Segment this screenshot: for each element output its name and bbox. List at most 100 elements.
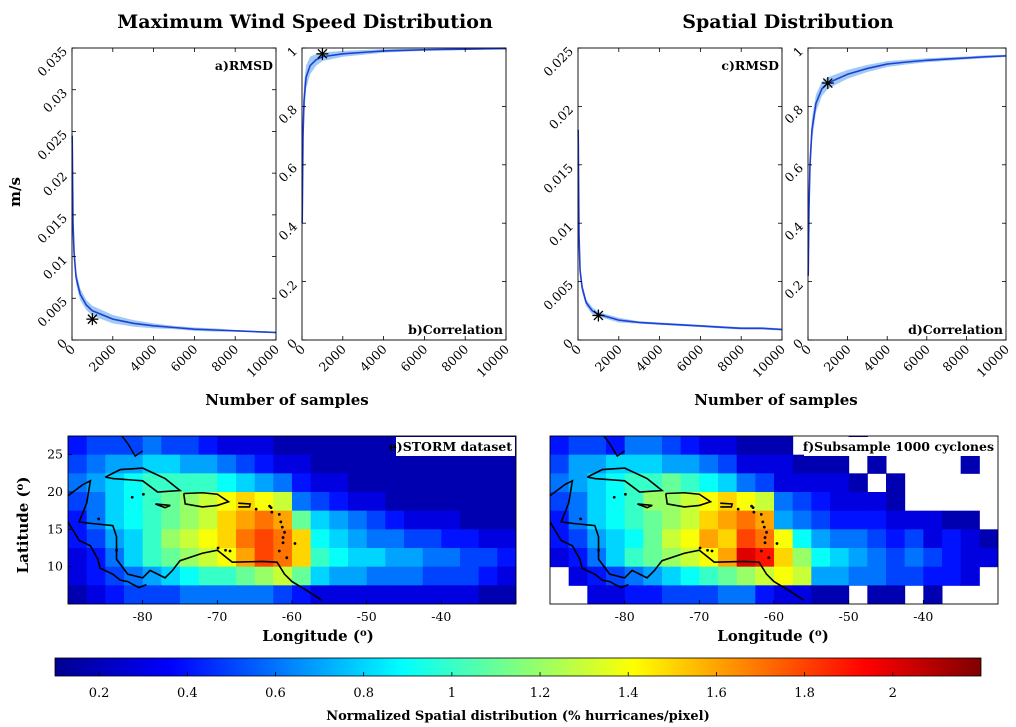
heat-cell bbox=[366, 473, 386, 493]
heat-cell bbox=[568, 436, 588, 456]
heat-cell bbox=[460, 510, 480, 530]
heat-cell bbox=[404, 566, 424, 586]
heat-cell bbox=[643, 566, 663, 586]
heat-cell bbox=[180, 510, 200, 530]
heat-cell bbox=[848, 510, 868, 530]
heat-cell bbox=[736, 436, 756, 437]
map-f: -80 -70 -60 -50 -40 f)Subsample 1000 cyclones bbox=[549, 435, 999, 624]
heat-cell bbox=[180, 436, 200, 456]
heat-cell bbox=[105, 436, 125, 456]
heat-cell bbox=[699, 436, 719, 456]
x-tick-label: -70 bbox=[207, 609, 227, 624]
heat-cell bbox=[942, 510, 962, 530]
heat-cell bbox=[180, 566, 200, 586]
heat-cell bbox=[755, 585, 775, 604]
heat-cell bbox=[422, 510, 442, 530]
heat-cell bbox=[497, 510, 516, 530]
heat-cell bbox=[441, 585, 461, 604]
heat-cell bbox=[680, 492, 700, 512]
heat-cell bbox=[736, 548, 756, 568]
heat-cell bbox=[198, 529, 218, 549]
heat-cell bbox=[310, 510, 330, 530]
heat-cell bbox=[385, 548, 405, 568]
heat-cell bbox=[587, 492, 607, 512]
heat-cell bbox=[422, 585, 442, 604]
heat-cell bbox=[755, 454, 775, 474]
heat-cell bbox=[736, 436, 756, 456]
heat-cell bbox=[310, 566, 330, 586]
heat-cell bbox=[886, 529, 906, 549]
island-dot bbox=[285, 556, 289, 560]
y-tick-label: 10 bbox=[47, 559, 63, 574]
heat-cell bbox=[366, 436, 386, 456]
heat-cell bbox=[774, 566, 794, 586]
heat-cell bbox=[497, 454, 516, 474]
heat-cell bbox=[180, 585, 200, 604]
heat-cell bbox=[699, 585, 719, 604]
heat-cell bbox=[273, 548, 293, 568]
heat-cell bbox=[923, 510, 943, 530]
heat-cell bbox=[718, 548, 738, 568]
heat-cell bbox=[236, 436, 256, 437]
colorbar-tick-label: 1.4 bbox=[618, 686, 639, 701]
heat-cell bbox=[811, 454, 831, 474]
heat-cell bbox=[124, 548, 144, 568]
heat-cell bbox=[86, 436, 106, 437]
heat-cell bbox=[606, 454, 626, 474]
x-tick-label: -60 bbox=[764, 609, 784, 624]
heat-cell bbox=[643, 436, 663, 437]
heat-cell bbox=[404, 492, 424, 512]
y-tick-label: 20 bbox=[47, 484, 63, 499]
heat-cell bbox=[366, 492, 386, 512]
heat-cell bbox=[254, 585, 274, 604]
xlabel-map-right: Longitude (o) bbox=[717, 627, 829, 645]
heat-cell bbox=[142, 436, 162, 456]
heat-cell bbox=[161, 566, 181, 586]
heat-cell bbox=[830, 548, 850, 568]
heat-cell bbox=[643, 436, 663, 456]
heat-cell bbox=[217, 473, 237, 493]
y-tick-label: 0.01 bbox=[40, 252, 70, 282]
heat-cell bbox=[662, 436, 682, 456]
heat-cell bbox=[422, 436, 442, 437]
heat-cell bbox=[680, 529, 700, 549]
heat-cell bbox=[292, 492, 312, 512]
heat-cell bbox=[497, 566, 516, 586]
heat-cell bbox=[942, 548, 962, 568]
heat-cell bbox=[699, 529, 719, 549]
heat-cell bbox=[217, 510, 237, 530]
heat-cell bbox=[273, 566, 293, 586]
coastline bbox=[550, 436, 805, 601]
heat-cell bbox=[460, 566, 480, 586]
heat-cell bbox=[142, 510, 162, 530]
panel-label: b)Correlation bbox=[408, 322, 503, 337]
heat-cell bbox=[867, 529, 887, 549]
heat-cell bbox=[460, 492, 480, 512]
heat-cell bbox=[68, 585, 88, 604]
colorbar-tick-label: 0.4 bbox=[177, 686, 198, 701]
heat-cell bbox=[180, 529, 200, 549]
heat-cell bbox=[792, 529, 812, 549]
heat-cell bbox=[643, 529, 663, 549]
heat-cell bbox=[755, 566, 775, 586]
heat-cell bbox=[923, 585, 943, 604]
colorbar-tick-label: 0.6 bbox=[265, 686, 286, 701]
heat-cell bbox=[292, 548, 312, 568]
island-dot bbox=[612, 495, 616, 499]
heat-cell bbox=[366, 566, 386, 586]
heat-cell bbox=[142, 473, 162, 493]
island-dot bbox=[759, 549, 763, 553]
heat-cell bbox=[568, 566, 588, 586]
heat-cell bbox=[774, 548, 794, 568]
heat-cell bbox=[460, 473, 480, 493]
heat-cell bbox=[662, 510, 682, 530]
island-dot bbox=[228, 549, 232, 553]
heat-cell bbox=[441, 548, 461, 568]
y-tick-label: 0.02 bbox=[40, 169, 70, 199]
heat-cell bbox=[550, 473, 570, 493]
x-tick-label: 6000 bbox=[167, 341, 200, 374]
heat-cell bbox=[886, 548, 906, 568]
island-dot bbox=[281, 541, 285, 545]
